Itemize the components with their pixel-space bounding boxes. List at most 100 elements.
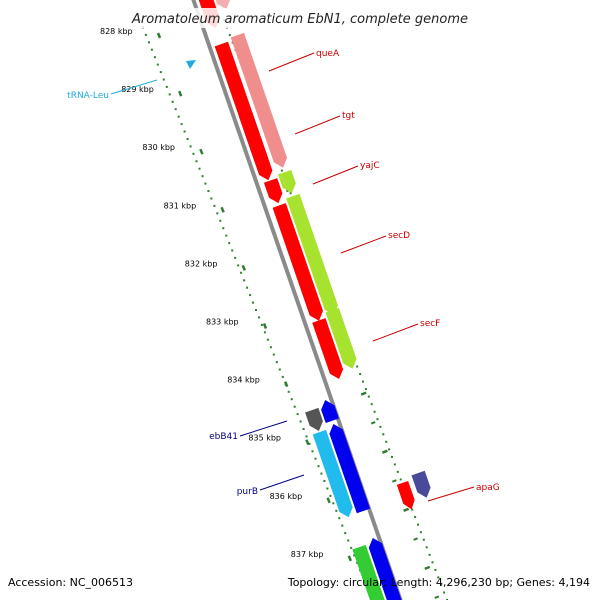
ruler-dot <box>198 167 201 170</box>
minor-tick <box>370 421 376 425</box>
ruler-dot <box>338 517 341 520</box>
major-tick <box>284 381 289 388</box>
gene-feature-lime <box>325 307 357 369</box>
tick-labels: 828 kbp 829 kbp 830 kbp 831 kbp 832 kbp 833 k… <box>100 27 323 559</box>
ruler-dot <box>290 398 293 401</box>
ruler-dot <box>237 264 240 267</box>
ruler-dot <box>183 130 186 133</box>
ruler-dot <box>311 450 314 453</box>
ruler-dot <box>281 375 284 378</box>
ruler-dot <box>228 242 231 245</box>
tick-label: 835 kbp <box>248 434 281 443</box>
ruler-dot <box>249 294 252 297</box>
gene-features <box>186 0 431 600</box>
ruler-dot <box>434 568 437 571</box>
major-tick <box>381 449 388 454</box>
gene-feature-red <box>396 481 415 510</box>
major-tick <box>199 148 204 155</box>
ruler-dot <box>373 410 376 413</box>
tick-label: 837 kbp <box>291 550 324 559</box>
major-tick <box>178 90 183 97</box>
ruler-dot <box>353 554 356 557</box>
ruler-dot <box>362 380 364 383</box>
ruler-dot <box>275 361 278 364</box>
ruler-dot <box>177 115 180 118</box>
ruler-dot <box>278 368 281 371</box>
gene-feature-slate <box>411 470 431 498</box>
gene-feature-red <box>312 318 344 379</box>
major-tick <box>220 206 225 213</box>
gene-feature-lime <box>278 169 296 193</box>
gene-feature-blue <box>329 424 371 514</box>
ruler-dot <box>266 338 269 341</box>
tick-label: 834 kbp <box>227 376 260 385</box>
gene-feature-gray <box>305 407 323 431</box>
ruler-dot <box>437 576 440 579</box>
ruler-dot <box>299 420 302 423</box>
ruler-dot <box>440 583 443 586</box>
ruler-dot <box>258 316 260 319</box>
ruler-dot <box>419 531 422 534</box>
tick-label: 828 kbp <box>100 27 133 36</box>
ruler-dot <box>159 71 162 74</box>
ruler-dot <box>192 152 195 155</box>
ruler-dot <box>213 204 216 207</box>
ruler-dot <box>225 234 228 237</box>
gene-feature-red <box>238 111 273 181</box>
ruler-dot <box>252 301 254 304</box>
ruler-dot <box>204 182 207 185</box>
title-backdrop <box>118 8 482 28</box>
leader-line <box>340 235 387 254</box>
major-tick <box>360 391 367 396</box>
gene-label-quea[interactable]: queA <box>316 49 340 59</box>
ruler-dot <box>359 373 362 375</box>
ruler-dot <box>162 78 165 81</box>
ruler-dot <box>399 478 402 481</box>
ruler-dot <box>341 524 344 527</box>
ruler-dot <box>347 539 350 542</box>
gene-feature-pink <box>230 32 287 168</box>
major-tick <box>403 507 410 512</box>
gene-label-purb[interactable]: purB <box>237 487 258 497</box>
ruler-dot <box>417 523 419 526</box>
leader-line <box>239 420 288 437</box>
ruler-dot <box>431 561 434 564</box>
gene-label-tgt[interactable]: tgt <box>342 111 355 121</box>
gene-feature-green <box>352 544 385 600</box>
ruler-dot <box>411 508 414 511</box>
ruler-dot <box>364 388 367 391</box>
ruler-dot <box>289 192 292 195</box>
leader-line <box>312 165 359 185</box>
gene-label-ebb41[interactable]: ebB41 <box>209 432 238 442</box>
gene-label-secd[interactable]: secD <box>388 231 410 241</box>
ruler-dot <box>260 323 263 326</box>
ruler-dot <box>189 145 192 148</box>
gene-label-trna-leu[interactable]: tRNA-Leu <box>67 91 109 101</box>
minor-tick <box>434 595 440 599</box>
ruler-dot <box>350 546 353 549</box>
major-tick <box>241 264 246 271</box>
major-tick <box>347 555 352 562</box>
ruler-dot <box>156 63 159 66</box>
gene-label-apag[interactable]: apaG <box>476 483 500 493</box>
gene-labels: queA tgt yajC secD secF apaG ebB41 purB tRNA-Leu <box>67 49 500 502</box>
ruler-dot <box>201 175 204 178</box>
ruler-dot <box>144 33 147 36</box>
major-tick <box>424 565 431 571</box>
ruler-dot <box>320 472 323 475</box>
ruler-dot <box>425 546 428 549</box>
ruler-dot <box>293 405 296 408</box>
ruler-dot <box>329 494 332 497</box>
ruler-dot <box>210 197 213 200</box>
gene-label-yajc[interactable]: yajC <box>360 161 380 171</box>
tick-label: 833 kbp <box>206 318 239 327</box>
ruler-dot <box>165 85 168 88</box>
ruler-dot <box>246 286 249 289</box>
gene-label-secf[interactable]: secF <box>420 319 440 329</box>
tick-label: 832 kbp <box>185 259 218 268</box>
ruler-dot <box>240 271 243 274</box>
trna-feature <box>186 60 196 69</box>
ruler-dot <box>228 34 231 37</box>
tick-marks <box>156 32 440 599</box>
